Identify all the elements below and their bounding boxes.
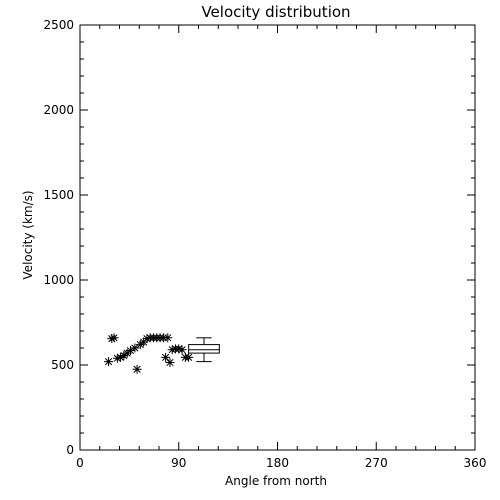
data-point	[116, 352, 126, 362]
data-point	[112, 353, 122, 363]
data-point	[177, 345, 187, 355]
data-point	[167, 345, 177, 355]
x-tick-label: 180	[266, 456, 289, 470]
y-tick-label: 1500	[43, 188, 74, 202]
data-point	[130, 343, 140, 353]
x-tick-label: 90	[171, 456, 186, 470]
y-axis-label: Velocity (km/s)	[21, 190, 35, 279]
y-tick-label: 2500	[43, 18, 74, 32]
x-tick-label: 360	[464, 456, 487, 470]
plot-area: 0 90 180 270 360 0 500 1000 1500 2000 2500	[43, 18, 486, 470]
data-point	[104, 357, 114, 367]
y-tick-label: 2000	[43, 103, 74, 117]
data-point	[122, 348, 132, 358]
x-axis-label: Angle from north	[225, 474, 327, 488]
x-tick-label: 0	[76, 456, 84, 470]
x-tick-label: 270	[365, 456, 388, 470]
data-point	[163, 333, 173, 343]
data-point	[139, 337, 149, 347]
data-point	[125, 346, 135, 356]
data-point	[165, 357, 175, 367]
data-point	[119, 351, 129, 361]
boxplot-box	[188, 344, 220, 354]
chart-title: Velocity distribution	[201, 3, 350, 21]
data-point	[132, 364, 142, 374]
data-point	[184, 352, 194, 362]
data-point	[174, 344, 184, 354]
y-tick-label: 0	[66, 443, 74, 457]
data-point	[107, 334, 117, 344]
data-point	[109, 333, 119, 343]
data-point	[142, 334, 152, 344]
data-point	[161, 352, 171, 362]
y-tick-label: 1000	[43, 273, 74, 287]
y-tick-label: 500	[51, 358, 74, 372]
data-point	[135, 340, 145, 350]
